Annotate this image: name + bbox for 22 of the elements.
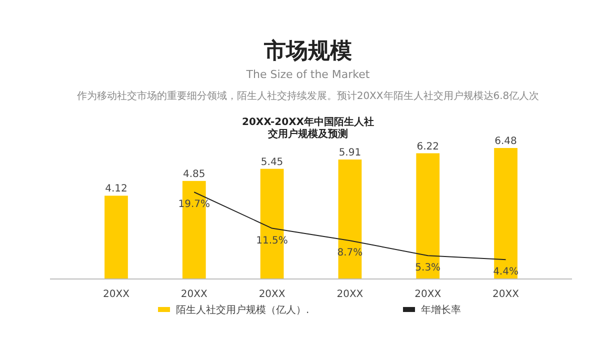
x-tick-label: 20XX [414,289,442,300]
data-label: 4.85 [183,168,206,180]
data-label: 6.48 [494,136,517,147]
chart-title: 20XX-20XX年中国陌生人社交用户规模及预测 [242,116,374,140]
data-label: 5.91 [338,148,362,159]
x-tick-label: 20XX [492,289,520,300]
x-tick-label: 20XX [258,289,286,300]
text: The Size of the Market [245,68,370,81]
bar [104,196,128,279]
data-label: 6.22 [416,141,439,152]
bar [494,148,518,279]
data-label: 4.12 [105,184,128,195]
data-label: 5.45 [260,156,284,168]
text: 市场规模 [263,38,352,64]
legend-label: 陌生人社交用户规模（亿人）. [176,304,310,316]
x-tick-label: 20XX [336,289,364,300]
bar [416,153,440,279]
text: 作为移动社交市场的重要细分领域，陌生人社交持续发展。预计20XX年陌生人社交用户规模达6.8亿人次 [76,90,540,102]
x-tick-label: 20XX [103,289,130,300]
x-tick-label: 20XX [180,289,208,300]
legend-label: 年增长率 [421,304,461,316]
bar [338,160,362,279]
